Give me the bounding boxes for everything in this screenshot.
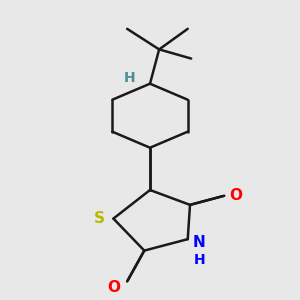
- Text: N: N: [193, 235, 206, 250]
- Text: S: S: [94, 211, 105, 226]
- Text: O: O: [107, 280, 120, 295]
- Text: H: H: [124, 71, 135, 85]
- Text: H: H: [193, 253, 205, 267]
- Text: O: O: [229, 188, 242, 203]
